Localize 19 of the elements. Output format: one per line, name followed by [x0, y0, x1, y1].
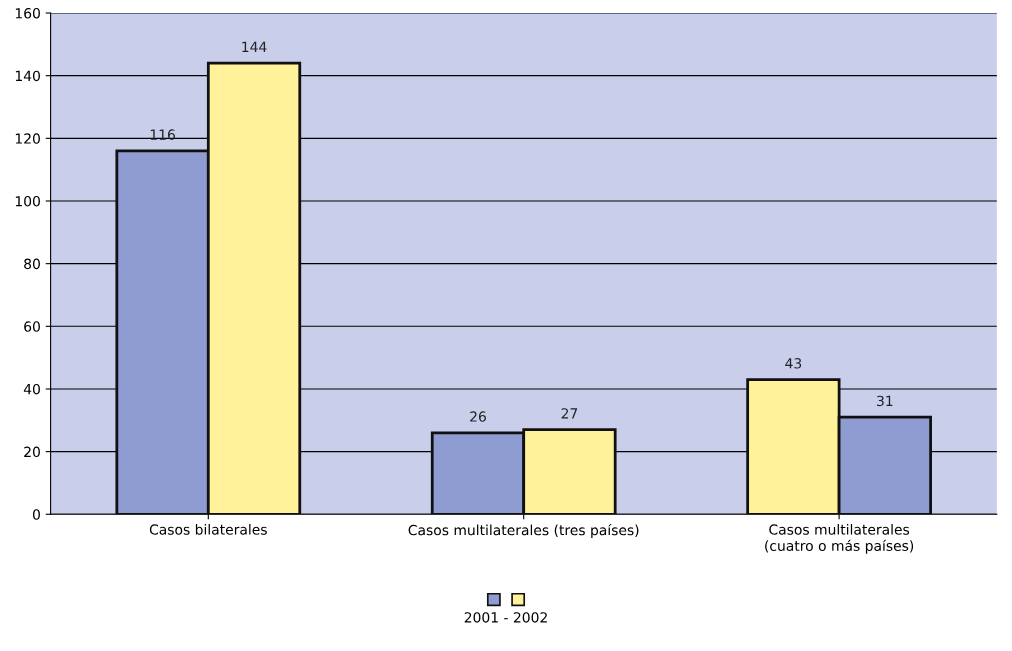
x-tick-label: Casos bilaterales: [149, 524, 267, 535]
y-tick-label: 40: [23, 383, 40, 395]
data-label: 144: [242, 41, 267, 52]
y-tick-label: 20: [24, 446, 40, 458]
text: 2001 - 2002: [464, 612, 547, 623]
y-tick-label: 140: [15, 70, 40, 82]
x-tick-label: Casos multilaterales (cuatro o más países): [765, 524, 914, 554]
y-tick-label: 100: [15, 195, 40, 207]
y-tick-label: 60: [24, 321, 40, 332]
y-tick-label: 80: [24, 258, 40, 270]
data-label: 31: [877, 395, 893, 407]
y-tick-label: 160: [15, 7, 40, 19]
y-tick-label: 0: [32, 509, 40, 520]
data-label: 26: [470, 411, 486, 422]
data-label: 43: [785, 358, 802, 369]
y-tick-label: 120: [15, 133, 40, 144]
data-label: 116: [150, 129, 175, 140]
data-label: 27: [561, 408, 578, 419]
x-tick-label: Casos multilaterales (tres países): [408, 524, 639, 539]
